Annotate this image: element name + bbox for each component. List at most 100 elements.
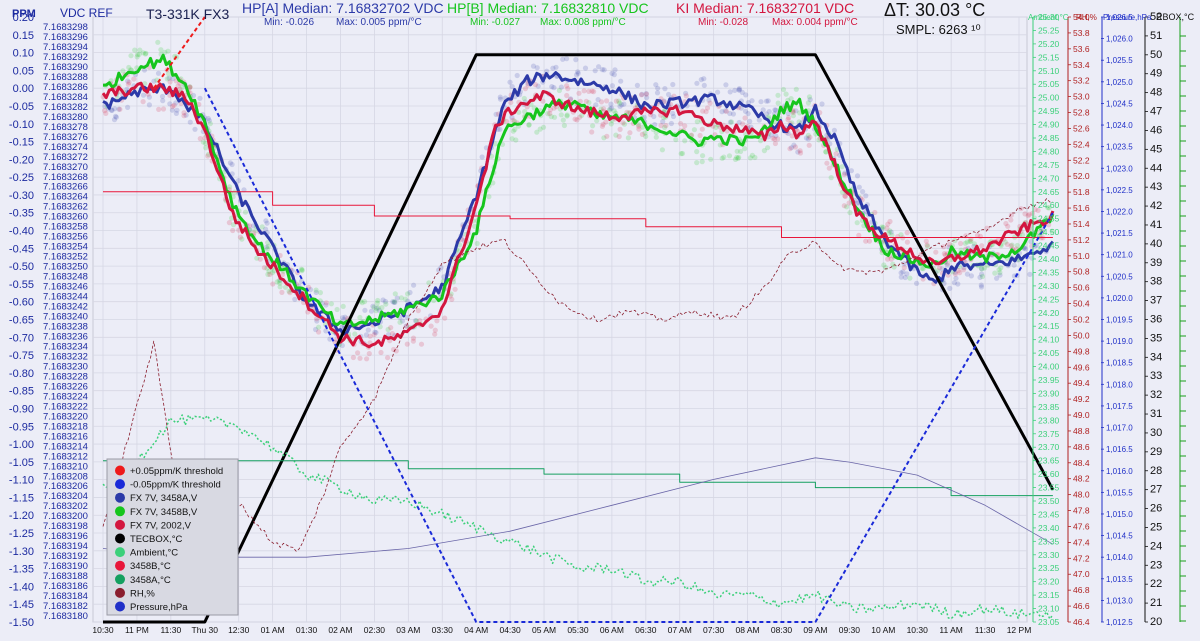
x-tick-label: 11:30 bbox=[975, 625, 996, 635]
scatter-point bbox=[472, 223, 478, 229]
scatter-point bbox=[797, 110, 803, 116]
ambient-tick-label: 24.35 bbox=[1038, 267, 1060, 277]
scatter-point bbox=[758, 99, 764, 105]
ambient-tick-label: 23.65 bbox=[1038, 456, 1060, 466]
scatter-point bbox=[565, 86, 571, 92]
scatter-point bbox=[791, 142, 797, 148]
scatter-point bbox=[474, 240, 480, 247]
scatter-point bbox=[738, 148, 744, 155]
scatter-point bbox=[700, 153, 706, 159]
scatter-point bbox=[937, 265, 943, 271]
rh-tick-label: 48.6 bbox=[1073, 442, 1090, 452]
scatter-point bbox=[924, 242, 930, 248]
scatter-point bbox=[901, 261, 907, 267]
scatter-point bbox=[786, 115, 792, 121]
ppm-tick-label: -0.05 bbox=[9, 101, 34, 113]
scatter-point bbox=[534, 129, 540, 135]
scatter-point bbox=[404, 341, 410, 347]
tecbox-tick-label: 41 bbox=[1150, 219, 1162, 231]
ppm-tick-label: -1.35 bbox=[9, 564, 34, 576]
rh-tick-label: 53.8 bbox=[1073, 28, 1090, 38]
scatter-point bbox=[372, 329, 378, 335]
scatter-point bbox=[229, 161, 235, 168]
scatter-point bbox=[263, 244, 270, 250]
rh-tick-label: 53.2 bbox=[1073, 76, 1090, 86]
scatter-point bbox=[923, 238, 929, 244]
scatter-point bbox=[205, 153, 211, 159]
scatter-point bbox=[314, 318, 320, 324]
hpa-max-label: Max: 0.005 ppm/°C bbox=[336, 17, 422, 28]
rh-tick-label: 51.0 bbox=[1073, 251, 1090, 261]
scatter-point bbox=[596, 64, 602, 70]
x-tick-label: 12 PM bbox=[1007, 625, 1032, 635]
scatter-point bbox=[886, 230, 892, 236]
scatter-point bbox=[863, 238, 869, 244]
ambient-tick-label: 24.75 bbox=[1038, 160, 1060, 170]
scatter-point bbox=[254, 255, 260, 261]
scatter-point bbox=[162, 49, 168, 55]
vdc-tick-label: 7.1683222 bbox=[43, 401, 88, 412]
scatter-point bbox=[761, 148, 768, 154]
x-tick-label: 01 AM bbox=[261, 625, 285, 635]
legend-item-label: 3458A,°C bbox=[130, 575, 171, 586]
scatter-point bbox=[765, 98, 771, 104]
scatter-point bbox=[749, 152, 756, 158]
ambient-tick-label: 24.55 bbox=[1038, 214, 1060, 224]
ambient-axis-title: Ambient,°C bbox=[1028, 13, 1069, 22]
scatter-point bbox=[137, 47, 143, 53]
scatter-point bbox=[418, 341, 425, 347]
scatter-point bbox=[551, 105, 557, 111]
scatter-point bbox=[323, 300, 329, 306]
scatter-point bbox=[609, 83, 616, 89]
legend-item-label: 3458B,°C bbox=[130, 561, 171, 572]
ppm-tick-label: -0.35 bbox=[9, 208, 34, 220]
scatter-point bbox=[747, 118, 753, 124]
scatter-point bbox=[323, 321, 329, 327]
scatter-point bbox=[187, 85, 193, 91]
scatter-point bbox=[1022, 211, 1028, 217]
scatter-point bbox=[701, 82, 707, 88]
scatter-point bbox=[442, 315, 448, 321]
scatter-point bbox=[449, 296, 455, 302]
scatter-point bbox=[619, 102, 625, 108]
scatter-point bbox=[823, 149, 829, 155]
rh-tick-label: 52.8 bbox=[1073, 108, 1090, 118]
scatter-point bbox=[316, 329, 322, 335]
scatter-point bbox=[678, 121, 684, 127]
scatter-point bbox=[334, 306, 340, 313]
scatter-point bbox=[366, 351, 372, 357]
legend-item-label: Pressure,hPa bbox=[130, 602, 188, 613]
scatter-point bbox=[112, 113, 119, 119]
scatter-point bbox=[181, 113, 187, 119]
vdc-tick-label: 7.1683256 bbox=[43, 232, 88, 243]
ambient-tick-label: 24.00 bbox=[1038, 362, 1060, 372]
scatter-point bbox=[907, 275, 913, 281]
scatter-point bbox=[998, 265, 1004, 271]
ambient-tick-label: 24.80 bbox=[1038, 146, 1060, 156]
scatter-point bbox=[888, 229, 894, 235]
scatter-point bbox=[1032, 206, 1038, 213]
scatter-point bbox=[707, 100, 713, 106]
scatter-point bbox=[111, 117, 118, 123]
tecbox-tick-label: 33 bbox=[1150, 370, 1162, 382]
tecbox-tick-label: 34 bbox=[1150, 351, 1162, 363]
scatter-point bbox=[775, 92, 781, 98]
scatter-point bbox=[1027, 271, 1033, 277]
pressure-tick-label: 1,013.5 bbox=[1106, 575, 1133, 584]
tecbox-tick-label: 40 bbox=[1150, 238, 1162, 250]
scatter-point bbox=[126, 79, 132, 85]
ambient-tick-label: 24.70 bbox=[1038, 173, 1060, 183]
scatter-point bbox=[670, 113, 677, 120]
scatter-point bbox=[898, 274, 904, 280]
scatter-point bbox=[924, 243, 931, 249]
scatter-point bbox=[534, 65, 540, 71]
tecbox-tick-label: 47 bbox=[1150, 106, 1162, 118]
scatter-point bbox=[1002, 239, 1008, 245]
scatter-point bbox=[241, 187, 247, 193]
vdc-tick-label: 7.1683246 bbox=[43, 282, 88, 293]
scatter-point bbox=[939, 266, 945, 272]
scatter-point bbox=[205, 115, 211, 122]
vdc-tick-label: 7.1683194 bbox=[43, 541, 88, 552]
scatter-point bbox=[509, 136, 515, 142]
scatter-point bbox=[654, 90, 661, 96]
